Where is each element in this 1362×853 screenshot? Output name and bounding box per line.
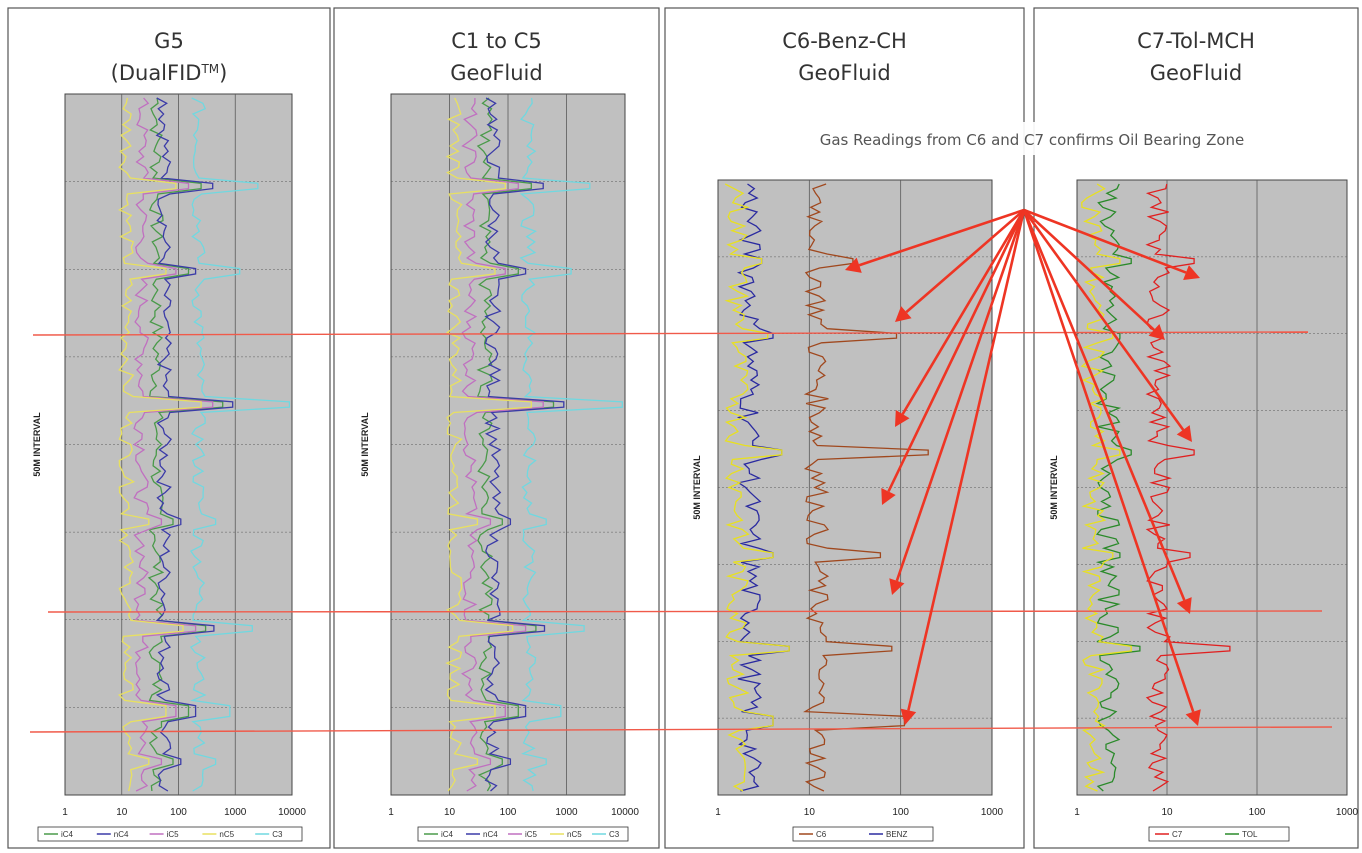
series-line-nc5 [445,97,532,792]
arrow-shaft [1022,209,1195,713]
arrow-head [881,488,896,505]
series-line-marker [724,183,790,792]
chart-title-line2: GeoFluid [450,61,542,85]
legend-label: C7 [1172,830,1183,839]
x-tick-label: 1 [62,807,68,818]
chart-title-line2: GeoFluid [1150,61,1242,85]
y-axis-label: 50M INTERVAL [360,412,370,477]
arrow-head [1176,597,1192,614]
legend-box [37,826,303,842]
legend-label: C3 [272,830,283,839]
series-line-nc5 [118,97,202,792]
arrow-shaft [905,209,1025,314]
arrow-head [1185,709,1201,726]
chart-title-line2: GeoFluid [798,61,890,85]
callout-text: Gas Readings from C6 and C7 confirms Oil… [820,131,1245,149]
y-axis-label: 50M INTERVAL [32,412,42,477]
series-line-c7 [1145,183,1231,792]
y-axis-label: 50M INTERVAL [1049,455,1059,520]
y-axis-label: 50M INTERVAL [692,455,702,520]
series-line-c6 [803,183,929,792]
arrow-head [889,578,905,595]
correlation-line [47,610,1323,613]
x-tick-label: 1000 [981,807,1004,818]
series-line-benz [736,183,790,792]
legend-label: C6 [816,830,827,839]
arrow-shaft [1023,208,1187,274]
x-tick-label: 10000 [611,807,639,818]
legend-label: BENZ [886,830,907,839]
legend-label: C3 [609,830,620,839]
arrows [845,208,1201,726]
legend-label: nC4 [114,830,129,839]
legend-label: TOL [1242,830,1258,839]
series-line-marker [1080,183,1132,792]
series-line-c3 [519,97,623,792]
arrow-shaft [887,209,1026,493]
arrow-shaft [907,209,1026,711]
arrow-head [845,257,862,273]
x-tick-label: 10 [804,807,816,818]
series-line-ic4 [476,97,555,792]
legend-label: iC5 [167,830,180,839]
arrow-shaft [901,209,1026,415]
arrow-head [1176,425,1192,442]
arrow-shaft [1023,209,1155,331]
legend-label: nC4 [483,830,498,839]
x-tick-label: 10 [444,807,456,818]
x-tick-label: 1 [1074,807,1080,818]
arrow-shaft [1022,209,1185,431]
chart-title-line1: G5 [154,29,184,53]
x-tick-label: 1000 [1336,807,1359,818]
x-tick-label: 10 [1161,807,1173,818]
arrow-head [1183,265,1200,281]
correlation-line [32,331,1309,336]
x-tick-label: 1 [388,807,394,818]
legend-box [1148,826,1290,842]
chart-title-line1: C1 to C5 [451,29,541,53]
x-tick-label: 100 [170,807,187,818]
arrow-head [900,708,917,725]
series-line-ic4 [147,97,224,792]
legend-box [792,826,934,842]
legend-label: nC5 [219,830,234,839]
series-line-nc4 [155,97,234,792]
series-line-c3 [189,97,291,792]
arrow-head [895,306,912,322]
series-line-ic5 [460,98,544,792]
x-tick-label: 1000 [555,807,578,818]
chart-title-line1: C6-Benz-CH [782,29,907,53]
legend-label: iC4 [61,830,74,839]
x-tick-label: 10 [116,807,128,818]
chart-title-line1: C7-Tol-MCH [1137,29,1255,53]
x-tick-label: 10000 [278,807,306,818]
correlation-lines [29,331,1333,733]
arrow-head [1148,323,1165,340]
series-line-ic5 [132,97,214,792]
callout-box [760,122,1305,155]
legend-box [417,826,629,842]
callout: Gas Readings from C6 and C7 confirms Oil… [760,122,1305,155]
arrow-head [895,410,910,427]
x-tick-label: 100 [1249,807,1266,818]
legend-label: iC4 [441,830,454,839]
x-tick-label: 1 [715,807,721,818]
x-tick-label: 100 [500,807,517,818]
x-tick-label: 1000 [224,807,247,818]
arrow-shaft [858,208,1025,267]
legend-label: iC5 [525,830,538,839]
x-tick-label: 100 [892,807,909,818]
arrow-shaft [895,209,1026,582]
chart-panel-2: C1 to C5 GeoFluid 1 10 100 1000 10000 50M INTER… [333,7,660,849]
series-line-nc4 [484,97,565,792]
correlation-line [29,726,1333,733]
legend-label: nC5 [567,830,582,839]
arrow-shaft [1022,209,1186,601]
